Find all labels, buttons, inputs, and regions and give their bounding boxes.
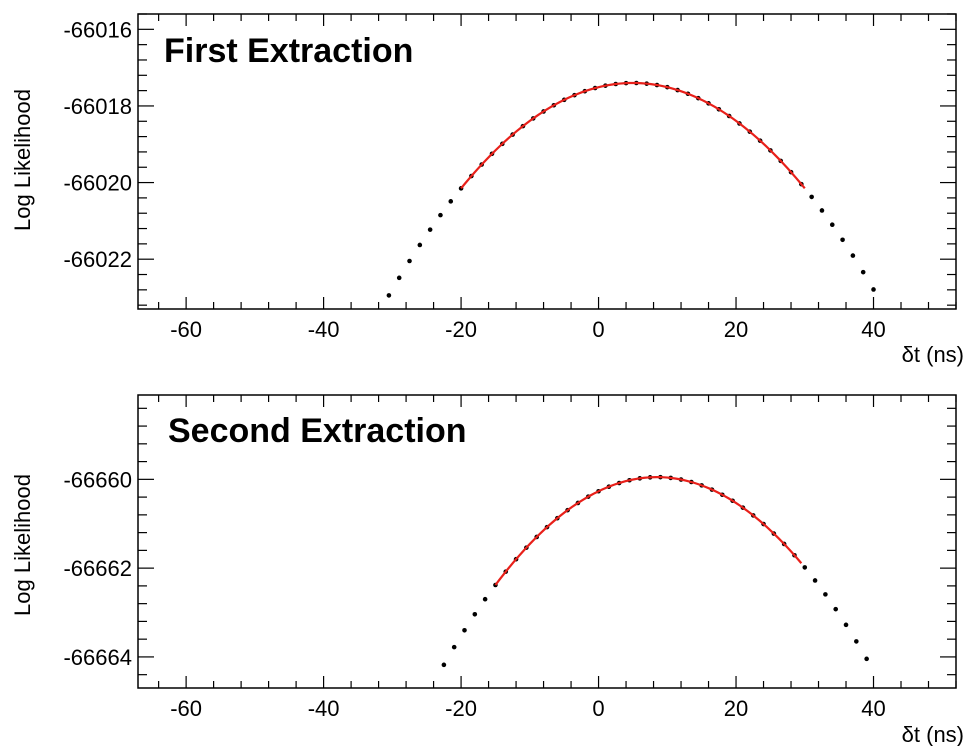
panel-2-frame xyxy=(137,394,957,689)
x-tick-label: 40 xyxy=(861,317,885,342)
panel-2-y-axis-label: Log Likelihood xyxy=(10,474,35,616)
likelihood-point xyxy=(802,565,808,570)
x-tick-label: 0 xyxy=(592,696,604,721)
likelihood-point xyxy=(829,222,835,228)
panel-second-extraction: -60 -40 -20 0 20 40 -66664 -66662 -66660 Second … xyxy=(10,394,964,746)
panel-1-frame xyxy=(137,13,957,310)
x-tick-label: 20 xyxy=(724,317,748,342)
likelihood-point xyxy=(812,578,818,583)
panel-2-x-axis-label: δt (ns) xyxy=(902,722,964,746)
likelihood-point xyxy=(809,194,814,200)
y-tick-label: -66660 xyxy=(63,467,132,492)
y-tick-label: -66016 xyxy=(63,17,132,42)
fit-curve xyxy=(460,81,806,190)
y-tick-label: -66662 xyxy=(63,556,132,581)
likelihood-point xyxy=(860,269,866,275)
y-tick-label: -66664 xyxy=(63,645,132,670)
x-tick-label: -60 xyxy=(170,317,202,342)
likelihood-point xyxy=(462,627,467,633)
likelihood-point xyxy=(854,639,859,644)
likelihood-point xyxy=(441,662,447,668)
likelihood-point xyxy=(472,612,478,617)
panel-1-title: First Extraction xyxy=(164,32,413,70)
y-tick-label: -66018 xyxy=(63,94,132,119)
likelihood-point xyxy=(850,253,856,258)
likelihood-point xyxy=(819,208,825,213)
likelihood-point xyxy=(833,606,839,612)
likelihood-point xyxy=(417,242,423,248)
likelihood-point xyxy=(843,622,849,628)
likelihood-point xyxy=(451,644,457,650)
x-tick-label: 0 xyxy=(592,317,604,342)
likelihood-point xyxy=(396,275,402,281)
panel-2-title: Second Extraction xyxy=(168,412,467,450)
fit-curve xyxy=(494,476,803,586)
likelihood-point xyxy=(482,596,488,602)
panel-first-extraction: -60 -40 -20 0 20 40 -66022 -66020 -66018 -66016 F… xyxy=(10,13,964,367)
x-tick-label: 20 xyxy=(724,696,748,721)
likelihood-point xyxy=(823,592,828,597)
panel-2-ticks: -60 -40 -20 0 20 40 -66664 -66662 -66660 xyxy=(63,395,957,721)
panel-1-ticks: -60 -40 -20 0 20 40 -66022 -66020 -66018 -66016 xyxy=(63,13,957,342)
y-tick-label: -66020 xyxy=(63,171,132,196)
likelihood-point xyxy=(407,258,412,264)
panel-1-x-axis-label: δt (ns) xyxy=(902,342,964,367)
y-tick-label: -66022 xyxy=(63,247,132,272)
likelihood-point xyxy=(840,237,845,243)
x-tick-label: -20 xyxy=(445,317,477,342)
x-tick-label: -40 xyxy=(308,317,340,342)
panel-1-y-axis-label: Log Likelihood xyxy=(10,89,35,231)
likelihood-point xyxy=(864,656,869,662)
x-tick-label: -60 xyxy=(170,696,202,721)
x-tick-label: 40 xyxy=(861,696,885,721)
x-tick-label: -20 xyxy=(445,696,477,721)
x-tick-label: -40 xyxy=(308,696,340,721)
likelihood-point xyxy=(871,287,876,292)
likelihood-point xyxy=(448,199,454,204)
likelihood-point xyxy=(427,227,433,232)
panel-1-data-marks xyxy=(386,80,876,298)
panel-2-data-marks xyxy=(441,474,869,668)
likelihood-point xyxy=(438,212,443,218)
likelihood-point xyxy=(386,293,392,298)
